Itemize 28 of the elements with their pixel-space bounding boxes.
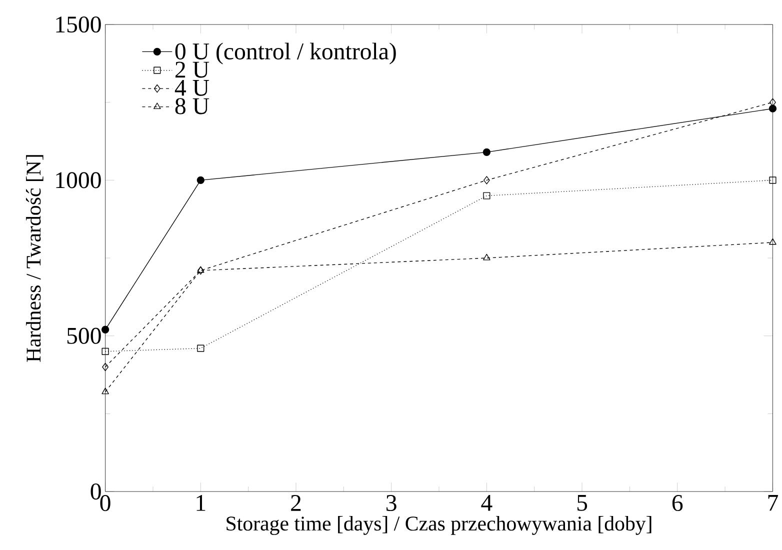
point <box>483 192 490 200</box>
y-tick-label: 0 <box>90 483 101 500</box>
y-axis-title: Hardness / Twardość [N] <box>26 154 44 362</box>
point <box>101 326 110 334</box>
point <box>102 388 109 394</box>
point <box>482 148 491 156</box>
point <box>197 344 204 352</box>
point <box>483 254 490 260</box>
legend-label: 8 U <box>175 98 210 114</box>
y-tick-label: 1500 <box>56 16 101 32</box>
point <box>768 104 777 112</box>
x-tick-label: 4 <box>481 494 492 511</box>
y-tick-label: 1000 <box>56 172 101 188</box>
point <box>769 176 776 184</box>
point <box>102 348 109 355</box>
legend-label: 4 U <box>174 80 210 96</box>
y-tick-label: 500 <box>67 328 101 344</box>
x-tick-label: 2 <box>291 494 301 511</box>
point <box>102 362 108 371</box>
point <box>483 176 490 184</box>
point <box>196 176 204 184</box>
x-tick-label: 7 <box>768 494 778 510</box>
x-tick-label: 3 <box>386 494 396 511</box>
x-tick-label: 6 <box>672 494 683 511</box>
point <box>769 238 776 245</box>
x-tick-label: 1 <box>196 494 206 511</box>
x-axis-title: Storage time [days] / Czas przechowywania [doby] <box>226 516 652 535</box>
x-tick-label: 5 <box>577 494 588 511</box>
